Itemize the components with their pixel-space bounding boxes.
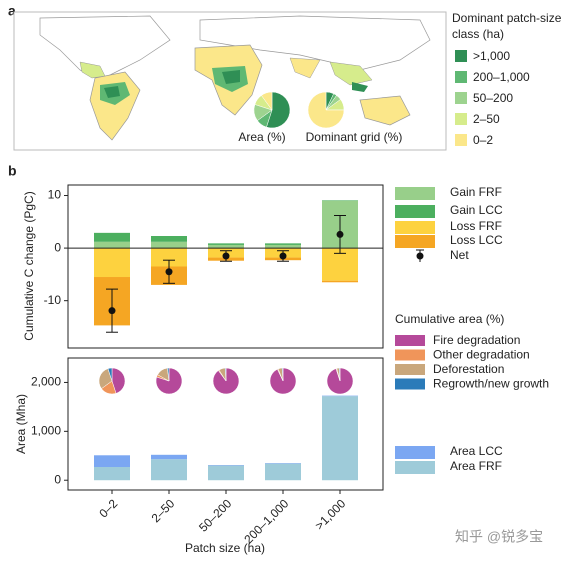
bar [322, 280, 358, 283]
bar [151, 454, 187, 460]
legend-swatch [395, 446, 435, 459]
legend-swatch [395, 221, 435, 234]
pie-slice [111, 367, 126, 394]
legend-swatch [455, 71, 467, 83]
legend-label: Regrowth/new growth [433, 377, 549, 391]
legend-title: Dominant patch-size class (ha) [452, 11, 562, 41]
bar [94, 248, 130, 278]
legend-label: 200–1,000 [473, 70, 530, 84]
y-tick-label: 0 [54, 472, 61, 486]
legend-label: Other degradation [433, 348, 530, 362]
legend-label: 2–50 [473, 112, 500, 126]
bar [322, 396, 358, 481]
y-axis-label: Cumulative C change (PgC) [22, 191, 36, 340]
pie-slice [261, 91, 273, 111]
pie-slice [338, 367, 341, 382]
legend-label: Area LCC [450, 444, 503, 458]
panel-label: b [8, 163, 17, 179]
legend-label: 50–200 [473, 91, 513, 105]
net-point [336, 230, 344, 238]
legend-swatch [455, 134, 467, 146]
pie-label: Dominant grid (%) [306, 130, 403, 144]
x-axis-label: Patch size (ha) [185, 541, 265, 555]
x-tick-label: 2–50 [149, 496, 178, 525]
pie-slice [224, 367, 227, 382]
bar [94, 241, 130, 249]
bar [265, 244, 301, 249]
legend-swatch [395, 205, 435, 218]
legend-label: Deforestation [433, 362, 504, 376]
watermark: 知乎 @锐多宝 [455, 529, 543, 545]
x-tick-label: >1,000 [312, 496, 348, 532]
pie-slice [266, 91, 291, 129]
bar [94, 232, 130, 242]
pie-label: Area (%) [238, 130, 285, 144]
legend-label: Gain FRF [450, 185, 502, 199]
pie-slice [107, 367, 113, 382]
x-tick-label: 50–200 [196, 496, 234, 534]
net-point [279, 252, 287, 260]
legend-swatch [395, 235, 435, 248]
bar [265, 243, 301, 245]
bar [208, 243, 244, 245]
pie-slice [98, 368, 113, 389]
x-tick-label: 200–1,000 [241, 496, 291, 546]
bar [94, 467, 130, 481]
legend-swatch [395, 378, 425, 390]
net-point [165, 268, 173, 276]
pie-slice [281, 367, 284, 382]
pie-slice [167, 367, 170, 382]
legend-swatch [455, 92, 467, 104]
y-tick-label: 0 [54, 240, 61, 254]
y-axis-label: Area (Mha) [14, 394, 28, 454]
bar [151, 459, 187, 481]
y-tick-label: 2,000 [31, 375, 61, 389]
plot-frame [67, 184, 384, 349]
bar [208, 465, 244, 481]
legend-swatch [455, 50, 467, 62]
legend-label: Loss FRF [450, 219, 502, 233]
legend-label: Fire degradation [433, 333, 520, 347]
legend-swatch [395, 461, 435, 474]
panel-label: a [8, 3, 16, 19]
legend-swatch [395, 187, 435, 200]
bar [94, 455, 130, 468]
bar [322, 200, 358, 201]
legend-label: Gain LCC [450, 203, 503, 217]
legend-swatch [395, 364, 425, 375]
legend-label: Net [450, 248, 469, 262]
bar [151, 248, 187, 267]
legend-swatch [395, 349, 425, 361]
legend-label: >1,000 [473, 49, 510, 63]
pie-slice [307, 91, 345, 129]
y-tick-label: -10 [44, 293, 62, 307]
bar [208, 244, 244, 249]
legend-label: 0–2 [473, 133, 493, 147]
bar [151, 236, 187, 242]
legend-label: Loss LCC [450, 233, 503, 247]
legend-title: Cumulative area (%) [395, 312, 504, 326]
x-tick-label: 0–2 [96, 496, 120, 520]
legend-swatch [416, 252, 424, 260]
y-tick-label: 10 [48, 188, 62, 202]
y-tick-label: 1,000 [31, 424, 61, 438]
world-map [13, 11, 447, 151]
bar [151, 241, 187, 249]
net-point [222, 252, 230, 260]
legend-label: Area FRF [450, 459, 502, 473]
net-point [108, 307, 116, 315]
legend-swatch [395, 335, 425, 346]
legend-swatch [455, 113, 467, 125]
bar [265, 463, 301, 481]
